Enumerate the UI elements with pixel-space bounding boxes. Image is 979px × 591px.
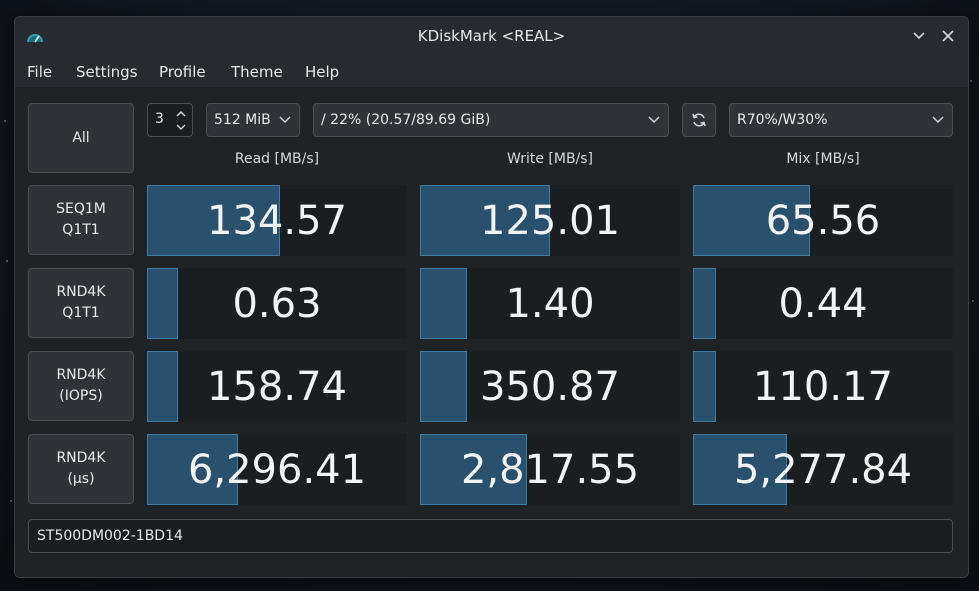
row-label-line1: RND4K xyxy=(56,450,106,466)
menu-settings[interactable]: Settings xyxy=(76,63,138,81)
row-label-line1: SEQ1M xyxy=(56,201,106,217)
runs-spinbox[interactable]: 3 xyxy=(147,103,193,137)
row-label-line2: Q1T1 xyxy=(62,222,100,238)
row-label-line1: RND4K xyxy=(56,367,106,383)
menu-theme[interactable]: Theme xyxy=(231,63,283,81)
menu-profile[interactable]: Profile xyxy=(159,63,206,81)
progress-fill xyxy=(147,351,179,422)
result-cell-seq1m-mix: 65.56 xyxy=(693,185,953,256)
result-cell-seq1m-write: 125.01 xyxy=(420,185,680,256)
size-value: 512 MiB xyxy=(214,112,271,128)
result-cell-rnd4k-iops-read: 158.74 xyxy=(147,351,407,422)
result-value: 125.01 xyxy=(480,197,620,244)
result-cell-rnd4k-latency-read: 6,296.41 xyxy=(147,434,407,505)
app-window: KDiskMark <REAL> File Settings Profile T… xyxy=(14,16,969,578)
title-bar: KDiskMark <REAL> xyxy=(15,17,968,55)
result-value: 158.74 xyxy=(207,363,347,410)
progress-fill xyxy=(693,351,717,422)
result-value: 1.40 xyxy=(505,280,595,327)
result-cell-rnd4k-latency-mix: 5,277.84 xyxy=(693,434,953,505)
mix-ratio-value: R70%/W30% xyxy=(737,112,828,128)
mix-column-header: Mix [MB/s] xyxy=(786,151,860,167)
result-cell-seq1m-read: 134.57 xyxy=(147,185,407,256)
row-label-line2: (IOPS) xyxy=(59,388,103,404)
menu-help[interactable]: Help xyxy=(305,63,340,81)
result-value: 134.57 xyxy=(207,197,347,244)
minimize-button[interactable] xyxy=(909,26,929,46)
progress-fill xyxy=(420,185,550,256)
progress-fill xyxy=(420,434,527,505)
rnd4k-q1t1-button[interactable]: RND4K Q1T1 xyxy=(28,268,134,338)
result-value: 0.44 xyxy=(778,280,868,327)
chevron-down-icon xyxy=(913,32,925,40)
write-column-header: Write [MB/s] xyxy=(506,151,594,167)
main-panel: All 3 512 MiB / 22% (20.57/89.69 GiB) xyxy=(15,87,968,577)
result-value: 6,296.41 xyxy=(187,446,367,493)
progress-fill xyxy=(147,185,280,256)
read-column-header: Read [MB/s] xyxy=(234,151,320,167)
target-value: / 22% (20.57/89.69 GiB) xyxy=(321,112,491,128)
runs-value: 3 xyxy=(155,111,164,127)
refresh-icon xyxy=(692,113,706,127)
result-value: 110.17 xyxy=(753,363,893,410)
device-name: ST500DM002-1BD14 xyxy=(37,528,183,544)
result-cell-rnd4k-q1t1-mix: 0.44 xyxy=(693,268,953,339)
seq1m-q1t1-button[interactable]: SEQ1M Q1T1 xyxy=(28,185,134,255)
close-button[interactable] xyxy=(938,26,958,46)
row-label-line2: (μs) xyxy=(67,471,95,487)
refresh-button[interactable] xyxy=(682,103,716,137)
result-cell-rnd4k-iops-write: 350.87 xyxy=(420,351,680,422)
device-comment-field[interactable]: ST500DM002-1BD14 xyxy=(28,519,953,553)
all-button-label: All xyxy=(72,129,90,146)
spin-down-icon[interactable] xyxy=(175,121,187,133)
progress-fill xyxy=(420,351,467,422)
row-label-line1: RND4K xyxy=(56,284,106,300)
close-icon xyxy=(942,30,954,42)
result-cell-rnd4k-q1t1-read: 0.63 xyxy=(147,268,407,339)
progress-fill xyxy=(693,185,810,256)
chevron-down-icon xyxy=(279,116,291,123)
progress-fill xyxy=(693,268,717,339)
result-value: 2,817.55 xyxy=(460,446,640,493)
menu-bar: File Settings Profile Theme Help xyxy=(15,55,968,87)
progress-fill xyxy=(147,268,179,339)
menu-file[interactable]: File xyxy=(27,63,53,81)
size-combo[interactable]: 512 MiB xyxy=(206,103,300,137)
result-cell-rnd4k-iops-mix: 110.17 xyxy=(693,351,953,422)
progress-fill xyxy=(693,434,787,505)
result-cell-rnd4k-q1t1-write: 1.40 xyxy=(420,268,680,339)
rnd4k-latency-button[interactable]: RND4K (μs) xyxy=(28,434,134,504)
result-value: 5,277.84 xyxy=(733,446,913,493)
progress-fill xyxy=(147,434,238,505)
row-label-line2: Q1T1 xyxy=(62,305,100,321)
speedometer-icon xyxy=(27,34,43,43)
mix-ratio-combo[interactable]: R70%/W30% xyxy=(729,103,953,137)
result-cell-rnd4k-latency-write: 2,817.55 xyxy=(420,434,680,505)
spin-up-icon[interactable] xyxy=(175,108,187,120)
result-value: 65.56 xyxy=(765,197,881,244)
rnd4k-iops-button[interactable]: RND4K (IOPS) xyxy=(28,351,134,421)
result-value: 350.87 xyxy=(480,363,620,410)
chevron-down-icon xyxy=(932,116,944,123)
window-title: KDiskMark <REAL> xyxy=(417,27,566,45)
target-combo[interactable]: / 22% (20.57/89.69 GiB) xyxy=(313,103,669,137)
progress-fill xyxy=(420,268,467,339)
all-button[interactable]: All xyxy=(28,103,134,173)
result-value: 0.63 xyxy=(232,280,322,327)
chevron-down-icon xyxy=(648,116,660,123)
